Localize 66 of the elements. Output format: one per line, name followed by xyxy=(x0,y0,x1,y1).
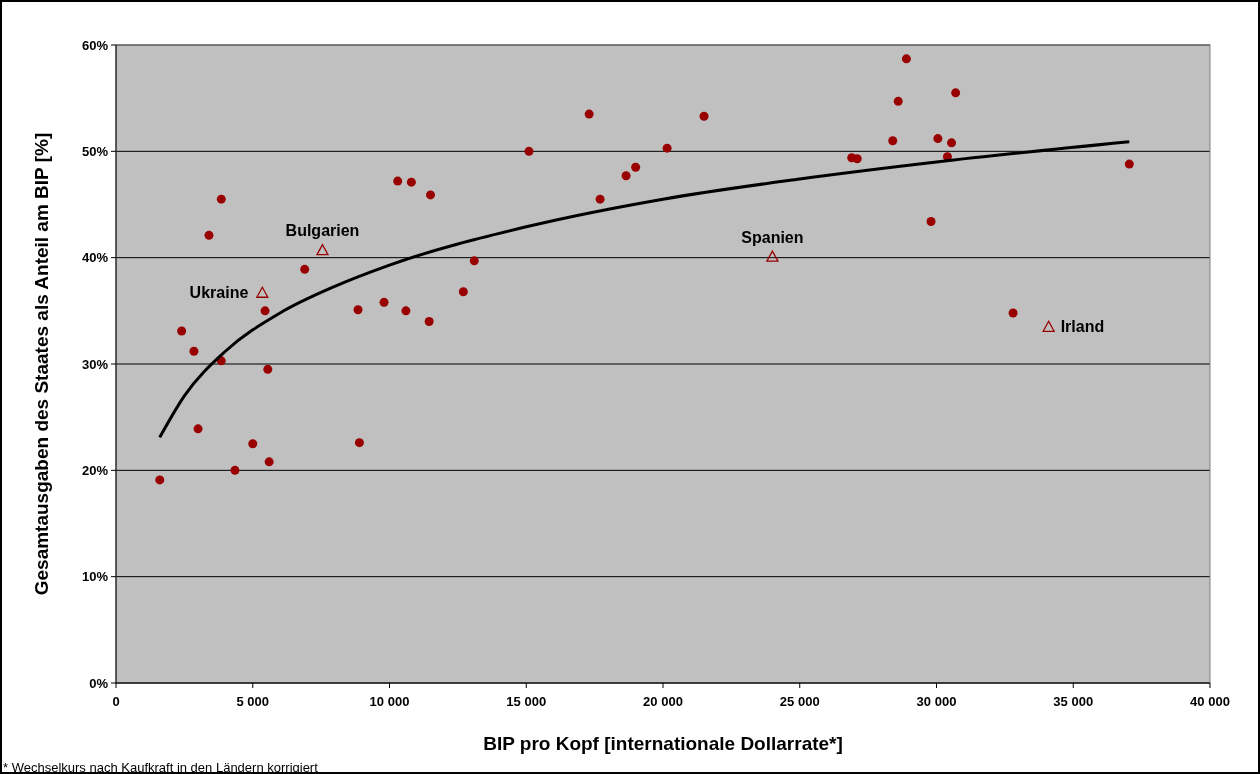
point xyxy=(893,96,903,106)
point xyxy=(379,297,389,307)
x-tick-label: 40 000 xyxy=(1190,694,1230,709)
annotation: Irland xyxy=(1060,317,1105,335)
point xyxy=(256,286,269,298)
point xyxy=(406,177,416,187)
annotation: Bulgarien xyxy=(285,222,360,240)
point xyxy=(393,176,403,186)
annotation: Ukraine xyxy=(189,283,249,301)
point xyxy=(177,326,187,336)
point xyxy=(216,194,226,204)
point xyxy=(1008,308,1018,318)
point xyxy=(766,250,779,262)
point xyxy=(458,287,468,297)
y-tick-label: 20% xyxy=(81,462,109,478)
point xyxy=(926,217,936,227)
x-tick-label: 35 000 xyxy=(1053,694,1094,709)
point xyxy=(621,171,631,181)
point xyxy=(204,230,214,240)
annotation: Spanien xyxy=(741,228,804,246)
point xyxy=(524,146,534,156)
point xyxy=(469,256,479,266)
point xyxy=(316,244,329,256)
point xyxy=(852,154,862,164)
point xyxy=(595,194,605,204)
point xyxy=(353,305,363,315)
point xyxy=(1042,320,1055,332)
x-tick-label: 5 000 xyxy=(236,694,270,709)
x-tick-label: 10 000 xyxy=(369,694,410,709)
point xyxy=(401,306,411,316)
point xyxy=(951,88,961,98)
point xyxy=(1124,159,1134,169)
point xyxy=(699,111,709,121)
point xyxy=(263,364,273,374)
point xyxy=(584,109,594,119)
y-tick-label: 0% xyxy=(89,675,109,691)
text: * Wechselkurs nach Kaufkraft in den Ländern korrigiert xyxy=(3,760,319,774)
x-tick-label: 0 xyxy=(112,694,120,709)
y-tick-label: 10% xyxy=(81,569,109,585)
x-axis-title: BIP pro Kopf [internationale Dollarrate*] xyxy=(483,733,843,754)
point xyxy=(424,316,434,326)
point xyxy=(631,162,641,172)
point xyxy=(901,54,911,64)
x-tick-label: 15 000 xyxy=(506,694,547,709)
point xyxy=(947,138,957,148)
y-axis-title: Gesamtausgaben des Staates als Anteil am BIP [%] xyxy=(31,132,52,596)
y-tick-label: 50% xyxy=(81,143,109,159)
y-tick-label: 60% xyxy=(81,37,109,53)
point xyxy=(248,439,258,449)
point xyxy=(189,346,199,356)
x-tick-label: 25 000 xyxy=(779,694,820,709)
x-tick-label: 20 000 xyxy=(643,694,683,709)
point xyxy=(264,457,274,467)
point xyxy=(260,306,270,316)
point xyxy=(354,438,364,448)
point xyxy=(300,264,310,274)
point xyxy=(933,134,943,144)
point xyxy=(193,424,203,434)
point xyxy=(155,475,165,485)
y-tick-label: 30% xyxy=(81,356,109,372)
x-tick-label: 30 000 xyxy=(916,694,957,709)
point xyxy=(230,465,240,475)
point xyxy=(888,136,898,146)
y-tick-label: 40% xyxy=(81,250,109,266)
point xyxy=(662,143,672,153)
point xyxy=(426,190,436,200)
